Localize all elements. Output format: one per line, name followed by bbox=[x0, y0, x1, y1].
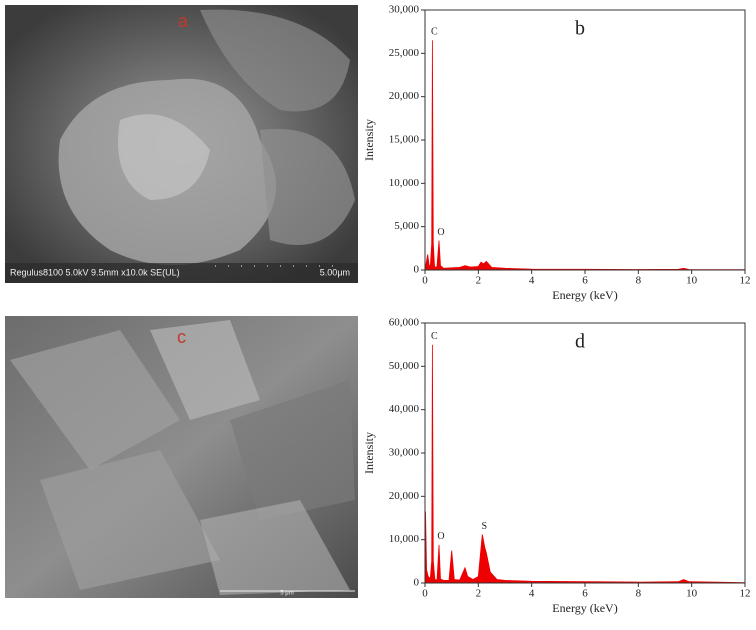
x-tick-label: 6 bbox=[582, 275, 588, 287]
plot-frame bbox=[424, 9, 746, 271]
y-tick-label: 15,000 bbox=[389, 134, 420, 146]
x-axis-label: Energy (keV) bbox=[552, 601, 617, 615]
peak-label: C bbox=[431, 331, 438, 342]
x-tick-label: 6 bbox=[582, 588, 588, 600]
x-tick-label: 4 bbox=[529, 275, 535, 287]
x-tick-label: 8 bbox=[636, 275, 642, 287]
panel-title: b bbox=[575, 18, 585, 40]
peak-label: O bbox=[437, 227, 444, 238]
y-tick-label: 30,000 bbox=[389, 4, 420, 16]
peak-label: S bbox=[482, 521, 488, 532]
y-axis-label: Intensity bbox=[362, 119, 376, 161]
spectrum bbox=[424, 344, 746, 584]
y-tick-label: 10,000 bbox=[389, 533, 420, 545]
peak-label: O bbox=[437, 531, 444, 542]
x-axis-label: Energy (keV) bbox=[552, 288, 617, 302]
y-tick-label: 0 bbox=[414, 264, 420, 276]
x-tick-label: 10 bbox=[686, 588, 698, 600]
sem-image-c: c 5 μm bbox=[5, 316, 358, 598]
y-tick-label: 40,000 bbox=[389, 403, 420, 415]
y-tick-label: 20,000 bbox=[389, 490, 420, 502]
x-tick-label: 12 bbox=[740, 588, 751, 600]
x-tick-label: 10 bbox=[686, 275, 698, 287]
y-tick-label: 0 bbox=[414, 577, 420, 589]
y-tick-label: 10,000 bbox=[389, 177, 420, 189]
image-caption: Regulus8100 5.0kV 9.5mm x10.0k SE(UL) bbox=[10, 267, 180, 277]
panel-label: a bbox=[178, 11, 189, 31]
plot-frame bbox=[424, 322, 746, 584]
x-tick-label: 2 bbox=[476, 275, 482, 287]
x-tick-label: 0 bbox=[422, 588, 428, 600]
x-tick-label: 4 bbox=[529, 588, 535, 600]
y-axis-label: Intensity bbox=[362, 432, 376, 474]
x-tick-label: 2 bbox=[476, 588, 482, 600]
y-tick-label: 50,000 bbox=[389, 360, 420, 372]
panel-title: d bbox=[575, 331, 585, 353]
x-tick-label: 8 bbox=[636, 588, 642, 600]
y-tick-label: 60,000 bbox=[389, 317, 420, 329]
x-tick-label: 12 bbox=[740, 275, 751, 287]
sem-image-a: a Regulus8100 5.0kV 9.5mm x10.0k SE(UL) … bbox=[5, 5, 358, 283]
scale-label: 5.00μm bbox=[320, 267, 350, 277]
y-tick-label: 30,000 bbox=[389, 447, 420, 459]
y-tick-label: 5,000 bbox=[394, 220, 419, 232]
panel-label: c bbox=[177, 327, 186, 347]
peak-label: C bbox=[431, 27, 438, 38]
y-tick-label: 25,000 bbox=[389, 47, 420, 59]
scale-label: 5 μm bbox=[280, 591, 293, 597]
spectrum bbox=[424, 40, 746, 271]
x-tick-label: 0 bbox=[422, 275, 428, 287]
y-tick-label: 20,000 bbox=[389, 90, 420, 102]
